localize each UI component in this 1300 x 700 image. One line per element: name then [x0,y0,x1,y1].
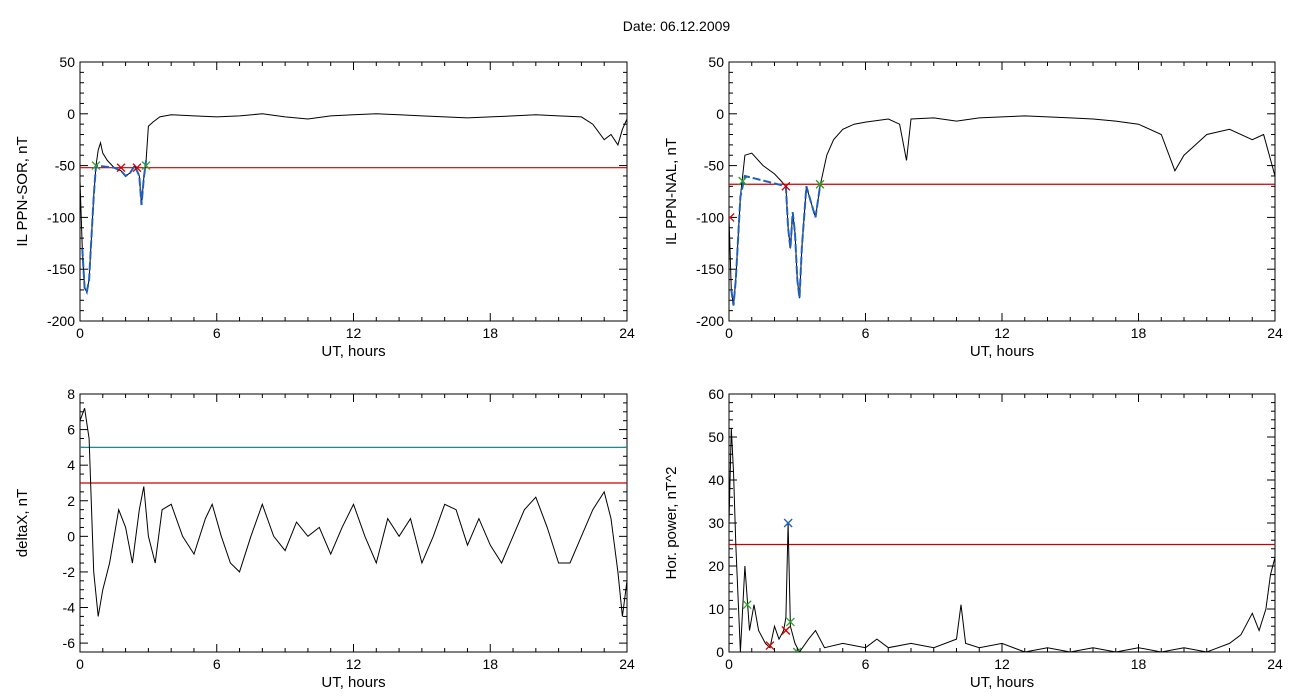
y-tick-label: -50 [704,158,724,174]
series-line [729,115,1275,306]
y-tick-label: 6 [67,422,75,438]
x-tick-label: 6 [862,325,870,341]
event-marker [742,600,752,610]
x-tick-label: 24 [1267,325,1283,341]
event-series-line [81,160,148,296]
y-tick-label: -150 [47,261,75,277]
x-tick-label: 6 [862,656,870,672]
x-tick-label: 0 [725,325,733,341]
x-tick-label: 24 [1267,656,1283,672]
y-tick-label: -4 [63,600,76,616]
plot-area [729,115,1275,306]
event-marker [738,176,748,186]
event-marker [141,161,151,171]
event-marker [781,626,791,635]
y-tick-label: 50 [708,54,724,70]
series-line [80,408,627,617]
x-axis-label: UT, hours [321,674,385,691]
y-tick-label: -2 [63,564,76,580]
event-marker [729,212,735,222]
y-tick-label: 60 [708,386,724,402]
event-marker [116,163,126,173]
y-axis-label: deltaX, nT [14,489,31,557]
y-tick-label: 0 [67,528,75,544]
event-marker [815,179,825,189]
x-tick-label: 12 [994,325,1010,341]
y-tick-label: -150 [696,261,724,277]
plot-frame [728,393,1276,653]
x-axis-label: UT, hours [321,343,385,360]
plot-area [80,113,627,296]
x-tick-label: 24 [619,325,635,341]
event-marker [91,161,101,171]
x-axis-label: UT, hours [970,343,1034,360]
x-tick-label: 6 [213,325,221,341]
x-tick-label: 24 [619,656,635,672]
plot-frame [79,61,628,322]
y-tick-label: -200 [47,313,75,329]
event-marker [132,163,142,173]
y-tick-label: 0 [716,106,724,122]
y-tick-label: -50 [55,158,75,174]
event-marker [792,647,802,652]
x-tick-label: 12 [346,325,362,341]
y-tick-label: 50 [708,429,724,445]
y-tick-label: 40 [708,472,724,488]
x-axis-label: UT, hours [970,674,1034,691]
y-tick-label: -100 [47,209,75,225]
y-tick-label: 10 [708,601,724,617]
x-tick-label: 0 [76,656,84,672]
y-tick-label: 8 [67,386,75,402]
plot-frame [79,393,628,653]
plot-area [729,428,1275,652]
x-tick-label: 0 [725,656,733,672]
x-tick-label: 12 [346,656,362,672]
x-tick-label: 18 [482,656,498,672]
series-line [729,428,1275,652]
x-tick-label: 6 [213,656,221,672]
page-title: Date: 06.12.2009 [622,18,731,34]
y-tick-label: -100 [696,209,724,225]
y-tick-label: 50 [59,54,75,70]
y-tick-label: 20 [708,558,724,574]
event-series-line [730,174,821,306]
chart-panel-1: 0 6 12 18 24 50 0 -50 -100 -150 -200 UT, hours IL PP… [14,54,635,360]
event-marker [781,181,791,191]
x-tick-label: 18 [482,325,498,341]
y-tick-label: 4 [67,457,75,473]
series-line [80,113,627,294]
chart-panel-2: 0 6 12 18 24 50 0 -50 -100 -150 -200 UT, hours IL PP… [663,54,1283,360]
plot-area [80,408,627,617]
event-marker [783,518,793,528]
x-tick-label: 12 [994,656,1010,672]
y-tick-label: 2 [67,493,75,509]
x-tick-label: 18 [1131,656,1147,672]
y-axis-label: IL PPN-NAL, nT [663,138,680,245]
event-marker [785,617,795,627]
y-tick-label: -6 [63,635,76,651]
y-tick-label: 30 [708,515,724,531]
event-marker [765,641,775,651]
y-tick-label: 0 [716,644,724,660]
y-axis-label: IL PPN-SOR, nT [14,136,31,246]
chart-panel-3: 0 6 12 18 24 8 6 4 2 0 -2 -4 -6 UT, hours deltaX, nT [14,386,635,691]
plot-frame [728,61,1276,322]
chart-panel-4: 0 6 12 18 24 60 50 40 30 20 10 0 UT, hours Hor. power… [663,386,1283,691]
y-axis-label: Hor. power, nT^2 [663,467,680,580]
y-tick-label: -200 [696,313,724,329]
y-tick-label: 0 [67,106,75,122]
x-tick-label: 0 [76,325,84,341]
x-tick-label: 18 [1131,325,1147,341]
